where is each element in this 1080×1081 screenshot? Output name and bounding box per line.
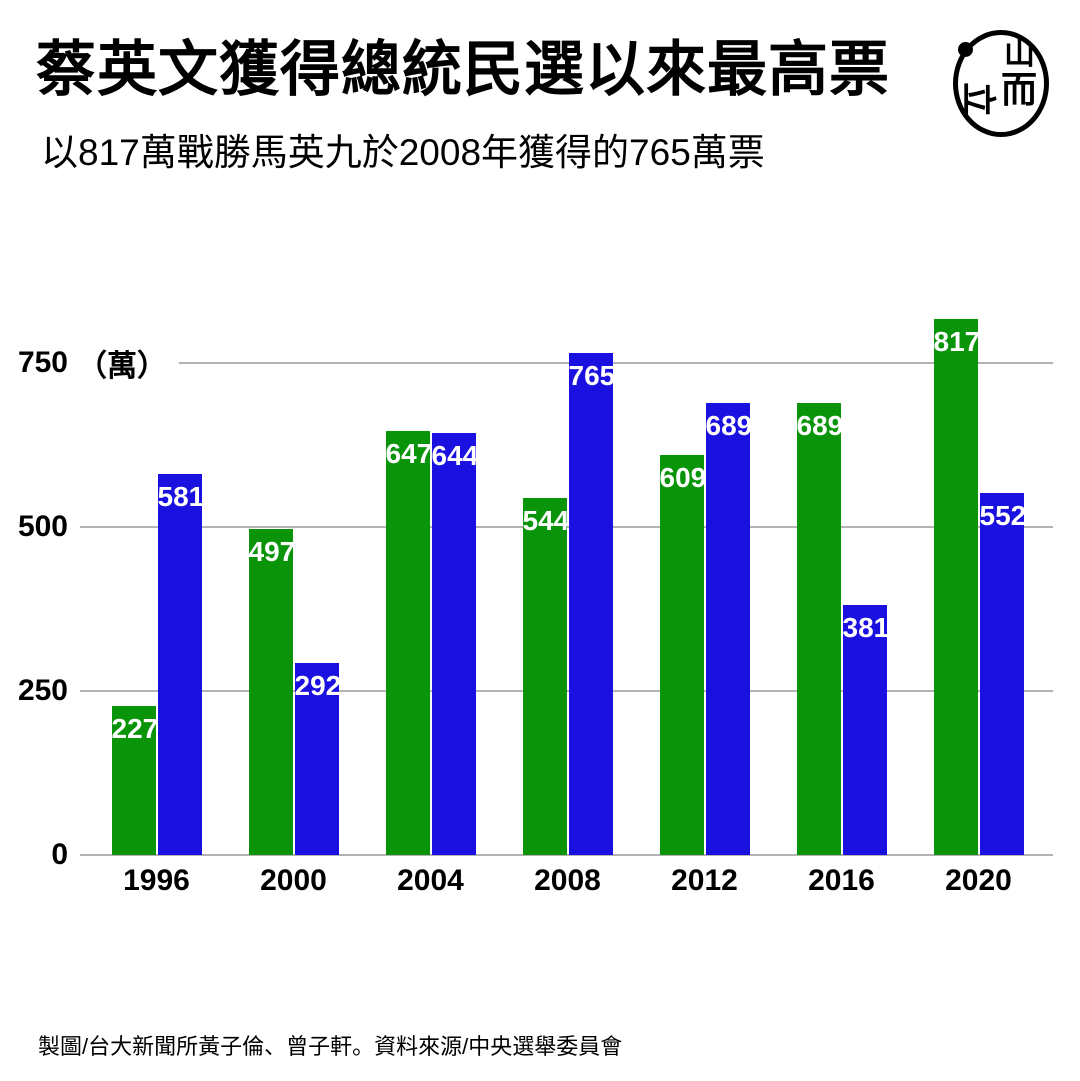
x-tick-label-2008: 2008 (534, 864, 601, 897)
y-gridline-row-0: 0 (0, 837, 1080, 873)
bar-2008-blue: 765 (568, 353, 616, 855)
source-credit: 製圖/台大新聞所黃子倫、曾子軒。資料來源/中央選舉委員會 (38, 1034, 623, 1059)
bar-value-label: 689 (705, 410, 753, 441)
bar-value-label: 292 (294, 670, 342, 701)
bar-2008-green: 544 (522, 498, 570, 855)
logo-glyph-bottom-right: 而 (1001, 69, 1038, 110)
y-tick-label: 750 (17, 346, 68, 379)
bar-value-label: 544 (522, 505, 570, 536)
bar-value-label: 381 (842, 612, 890, 643)
bar-2004-green: 647 (385, 431, 433, 855)
bar-value-label: 227 (111, 713, 159, 744)
bar-value-label: 609 (659, 462, 707, 493)
bar-value-label: 581 (157, 481, 205, 512)
bar-2016-blue: 381 (842, 605, 890, 855)
y-gridline-row-750: 750 （萬） (0, 345, 1080, 383)
y-tick-label: 250 (17, 674, 68, 707)
bar-1996-blue: 581 (157, 474, 205, 855)
bar-2012-blue: 689 (705, 403, 753, 855)
bar-value-label: 552 (979, 500, 1027, 531)
publisher-logo: 立 山 而 (953, 30, 1049, 137)
bar-2020-blue: 552 (979, 493, 1027, 855)
x-tick-label-2012: 2012 (671, 864, 738, 897)
logo-circle-icon (953, 30, 1049, 137)
gridline (80, 854, 1053, 856)
bar-2020-green: 817 (933, 319, 981, 855)
y-tick-label: 500 (17, 510, 68, 543)
logo-glyph-top-right: 山 (1004, 36, 1035, 71)
y-gridline-row-500: 500 (0, 509, 1080, 545)
page-subtitle: 以817萬戰勝馬英九於2008年獲得的765萬票 (41, 132, 765, 173)
y-gridline-row-250: 250 (0, 673, 1080, 709)
logo-dot-icon (958, 42, 973, 57)
bar-value-label: 689 (796, 410, 844, 441)
x-tick-label-1996: 1996 (123, 864, 190, 897)
gridline (80, 526, 1053, 528)
x-tick-label-2016: 2016 (808, 864, 875, 897)
gridline (80, 690, 1053, 692)
gridline (179, 362, 1053, 364)
bar-2000-green: 497 (248, 529, 296, 855)
y-tick-label: 0 (51, 838, 68, 871)
bar-value-label: 817 (933, 326, 981, 357)
y-axis-unit-label: （萬） (77, 350, 167, 383)
bar-2000-blue: 292 (294, 663, 342, 855)
bar-1996-green: 227 (111, 706, 159, 855)
bar-value-label: 644 (431, 440, 479, 471)
bar-2016-green: 689 (796, 403, 844, 855)
bar-value-label: 497 (248, 536, 296, 567)
bar-2004-blue: 644 (431, 433, 479, 855)
page-title: 蔡英文獲得總統民選以來最高票 (36, 36, 890, 103)
x-tick-label-2000: 2000 (260, 864, 327, 897)
bar-value-label: 647 (385, 438, 433, 469)
x-tick-label-2004: 2004 (397, 864, 464, 897)
bar-2012-green: 609 (659, 455, 707, 855)
bar-value-label: 765 (568, 360, 616, 391)
x-tick-label-2020: 2020 (945, 864, 1012, 897)
